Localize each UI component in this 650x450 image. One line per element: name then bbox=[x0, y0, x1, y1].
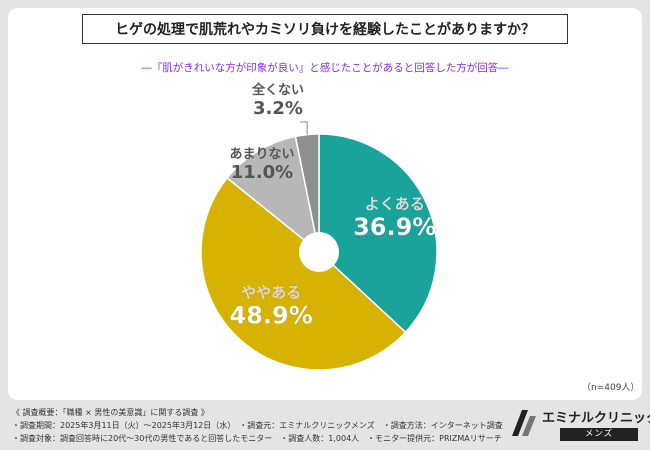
clinic-logo: エミナルクリニック メンズ bbox=[510, 404, 650, 444]
sample-size: （n=409人） bbox=[582, 383, 640, 393]
footer-line-1: 《 調査概要：「職種 × 男性の美意識」に関する調査 》 bbox=[12, 408, 209, 417]
logo-mark-icon bbox=[512, 410, 536, 436]
chart-title: ヒゲの処理で肌荒れやカミソリ負けを経験したことがありますか？ bbox=[82, 14, 568, 44]
value-yaya-aru: 48.9% bbox=[230, 301, 313, 329]
label-amari-nai: あまりない bbox=[229, 147, 294, 162]
logo-name: エミナルクリニック bbox=[542, 411, 650, 426]
label-yoku-aru: よくある bbox=[365, 195, 425, 213]
survey-footer: 《 調査概要：「職種 × 男性の美意識」に関する調査 》 ・調査期間：2025年… bbox=[12, 406, 503, 445]
slice-amari-nai bbox=[226, 135, 321, 254]
value-yoku-aru: 36.9% bbox=[353, 213, 436, 241]
value-mattaku-nai: 3.2% bbox=[253, 98, 303, 119]
slice-yaya-aru bbox=[200, 176, 407, 371]
value-amari-nai: 11.0% bbox=[231, 162, 293, 183]
logo-sub: メンズ bbox=[560, 428, 638, 441]
label-yaya-aru: ややある bbox=[241, 283, 301, 301]
footer-line-2: ・調査期間：2025年3月11日（火）〜2025年3月12日（水） ・調査元：エ… bbox=[12, 421, 503, 430]
donut-hole bbox=[299, 232, 339, 272]
slice-yoku-aru bbox=[318, 133, 438, 334]
chart-subtitle: ―『肌がきれいな方が印象が良い』と感じたことがあると回答した方が回答― bbox=[141, 62, 509, 74]
footer-line-3: ・調査対象：調査回答時に20代〜30代の男性であると回答したモニター ・調査人数… bbox=[12, 434, 502, 443]
leader-line-mattaku-nai bbox=[300, 121, 308, 135]
label-mattaku-nai: 全くない bbox=[251, 82, 304, 98]
